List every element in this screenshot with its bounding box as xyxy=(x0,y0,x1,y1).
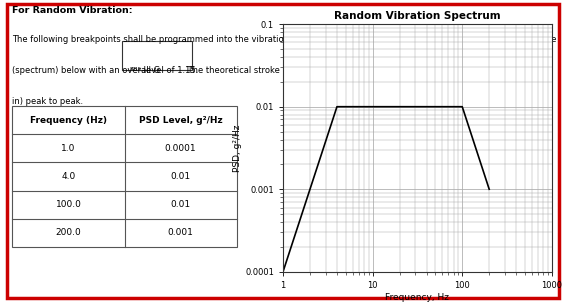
Text: 100.0: 100.0 xyxy=(55,200,82,209)
X-axis label: Frequency, Hz: Frequency, Hz xyxy=(385,293,449,302)
Text: 4.0: 4.0 xyxy=(61,172,76,181)
Text: 200.0: 200.0 xyxy=(55,228,82,237)
Text: Frequency (Hz): Frequency (Hz) xyxy=(30,116,107,125)
Text: For Random Vibration:: For Random Vibration: xyxy=(12,6,133,15)
Text: The following breakpoints shall be programmed into the vibration controller to p: The following breakpoints shall be progr… xyxy=(12,35,557,44)
Title: Random Vibration Spectrum: Random Vibration Spectrum xyxy=(334,11,501,21)
Text: 0.01: 0.01 xyxy=(170,200,191,209)
Text: 0.0001: 0.0001 xyxy=(165,144,196,153)
Text: 0.01: 0.01 xyxy=(170,172,191,181)
Text: level of 1.15.: level of 1.15. xyxy=(141,66,198,75)
Text: PSD Level, g²/Hz: PSD Level, g²/Hz xyxy=(139,116,222,125)
Text: (spectrum) below with an overall G: (spectrum) below with an overall G xyxy=(12,66,161,75)
Text: 0.001: 0.001 xyxy=(168,228,194,237)
Text: 1.0: 1.0 xyxy=(61,144,76,153)
Text: rms: rms xyxy=(130,66,142,71)
Text: The theoretical stroke required to run this vibration profile is 22.45 mm (0.884: The theoretical stroke required to run t… xyxy=(185,66,518,75)
Text: in) peak to peak.: in) peak to peak. xyxy=(12,97,84,106)
Y-axis label: PSD, g²/Hz: PSD, g²/Hz xyxy=(233,124,242,172)
